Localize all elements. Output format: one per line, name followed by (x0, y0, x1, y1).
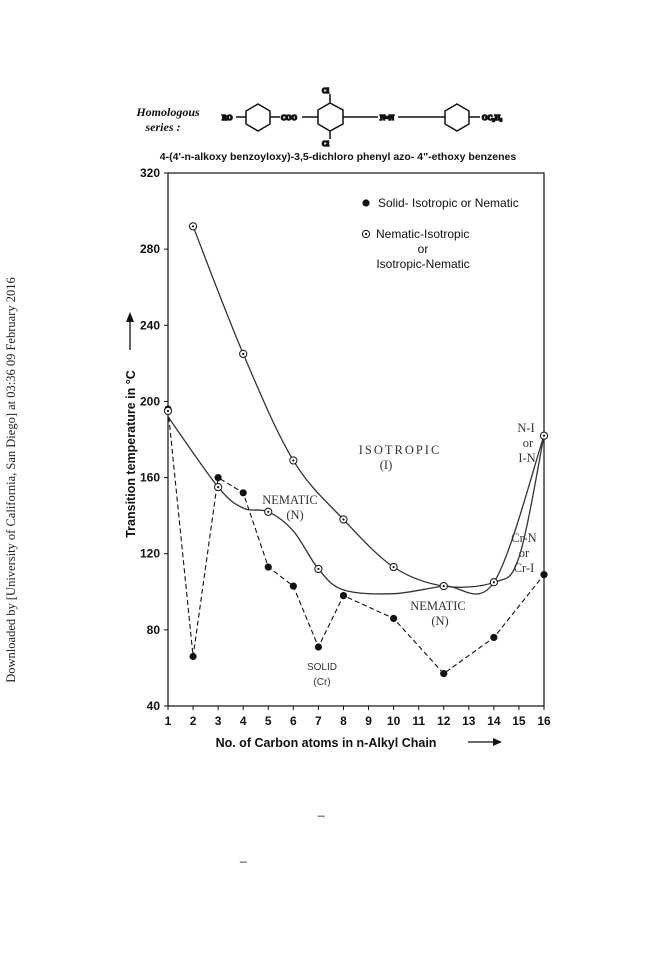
nematic-isotropic-point-dot (191, 225, 195, 228)
annotation-ni-or: or (523, 436, 534, 450)
x-tick-label: 7 (315, 714, 322, 728)
annotation-cri: Cr-I (514, 561, 535, 575)
annotation-solid: SOLID (307, 662, 337, 673)
solid-data-point (440, 670, 448, 678)
legend-label-nematic-line1: Nematic-Isotropic (376, 227, 469, 241)
annotation-ni: N-I (517, 421, 534, 435)
x-tick-label: 9 (365, 714, 372, 728)
y-tick-label: 80 (147, 623, 161, 637)
nematic-isotropic-point-dot (392, 565, 395, 569)
annotation-isotropic: ISOTROPIC (359, 443, 442, 457)
solid-data-point (289, 582, 297, 590)
legend-marker-solid (362, 199, 370, 207)
y-axis-ticks: 40 80 120 160 200 240 280 320 (140, 166, 168, 713)
annotation-nematic-right-symbol: (N) (431, 614, 448, 628)
structure-ethoxy: OC₂H₅ (482, 114, 502, 122)
benzene-ring-3 (444, 103, 470, 132)
series-title-line1: Homologous (135, 105, 200, 119)
legend: Solid- Isotropic or Nematic Nematic-Isot… (361, 196, 519, 271)
solid-data-point (214, 473, 222, 482)
solid-data-point (239, 489, 247, 497)
nematic-isotropic-series-points (163, 222, 549, 591)
legend-label-nematic-line3: Isotropic-Nematic (376, 257, 469, 271)
x-tick-label: 12 (437, 714, 451, 728)
legend-marker-nematic-dot (364, 232, 368, 236)
solid-data-point (390, 614, 398, 623)
header: Homologous series : RO COO Cl Cl N=N OC₂… (135, 86, 517, 163)
nematic-isotropic-point-dot (267, 510, 270, 513)
structure-ro: RO (222, 114, 233, 122)
series-subtitle: 4-(4'-n-alkoxy benzoyloxy)-3,5-dichloro … (160, 151, 517, 163)
x-tick-label: 2 (190, 714, 197, 728)
plot-frame (167, 172, 545, 707)
nematic-isotropic-point-dot (317, 567, 320, 571)
nematic-isotropic-point-dot (492, 581, 495, 584)
nematic-isotropic-point-dot (542, 434, 546, 437)
solid-data-point (540, 571, 548, 579)
legend-label-nematic-line2: or (418, 242, 429, 256)
solid-series-points (164, 405, 548, 678)
annotation-nematic-left: NEMATIC (262, 493, 318, 507)
y-tick-label: 320 (140, 166, 160, 180)
x-tick-label: 13 (462, 714, 476, 728)
y-tick-label: 120 (140, 547, 160, 561)
annotation-crn: Cr-N (511, 531, 536, 545)
y-tick-label: 240 (140, 318, 160, 332)
annotation-isotropic-symbol: (I) (380, 458, 393, 472)
nematic-isotropic-point-dot (442, 584, 445, 588)
nematic-isotropic-point-dot (166, 409, 170, 413)
nematic-isotropic-point-dot (292, 459, 295, 462)
x-tick-label: 16 (537, 714, 551, 728)
x-tick-label: 8 (340, 714, 347, 728)
stray-mark: _ (239, 849, 247, 863)
structure-azo: N=N (380, 114, 394, 122)
x-tick-label: 15 (512, 714, 526, 728)
x-axis-arrow-head (493, 738, 502, 746)
stray-mark: _ (317, 803, 325, 817)
x-tick-label: 5 (265, 714, 272, 728)
legend-label-solid: Solid- Isotropic or Nematic (378, 196, 519, 210)
y-tick-label: 160 (140, 471, 160, 485)
y-axis-arrow-head (126, 312, 134, 322)
x-tick-label: 11 (412, 714, 425, 728)
nematic-isotropic-point-dot (242, 352, 245, 355)
x-tick-label: 6 (290, 714, 297, 728)
structure-cl-bottom: Cl (322, 140, 329, 148)
x-tick-label: 4 (240, 714, 247, 728)
y-tick-label: 40 (147, 699, 161, 713)
x-tick-label: 1 (165, 714, 172, 728)
structure-cl-top: Cl (322, 87, 329, 95)
solid-data-point (314, 643, 322, 651)
y-tick-label: 200 (140, 394, 160, 408)
nematic-boundary-curve (167, 416, 545, 595)
annotation-nematic-right: NEMATIC (410, 599, 466, 613)
solid-data-point (339, 591, 348, 600)
annotation-solid-symbol: (Cr) (313, 677, 330, 688)
annotation-nematic-left-symbol: (N) (286, 508, 303, 522)
isotropic-boundary-curve (192, 226, 545, 588)
benzene-ring-2 (317, 102, 344, 132)
solid-data-point (189, 652, 197, 661)
nematic-isotropic-point-dot (342, 518, 345, 521)
annotation-in: I-N (518, 451, 535, 465)
benzene-ring-1 (245, 103, 271, 132)
x-axis-label: No. of Carbon atoms in n-Alkyl Chain (216, 736, 437, 750)
y-tick-label: 280 (140, 242, 160, 256)
x-tick-label: 10 (387, 714, 401, 728)
structure-coo: COO (281, 114, 298, 122)
chemical-structure: RO COO Cl Cl N=N OC₂H₅ (221, 86, 503, 149)
x-tick-label: 14 (487, 714, 501, 728)
x-axis-ticks: 1 2 3 4 5 6 7 8 9 10 11 12 13 14 15 16 (165, 706, 551, 728)
solid-data-point (264, 563, 272, 571)
solid-data-point (490, 633, 498, 642)
y-axis-label: Transition temperature in °C (124, 370, 138, 538)
nematic-isotropic-point-dot (217, 485, 220, 489)
series-title-line2: series : (145, 120, 181, 134)
x-tick-label: 3 (215, 714, 222, 728)
annotation-crn-or: or (519, 546, 530, 560)
solid-series-dashed-line (167, 408, 545, 675)
